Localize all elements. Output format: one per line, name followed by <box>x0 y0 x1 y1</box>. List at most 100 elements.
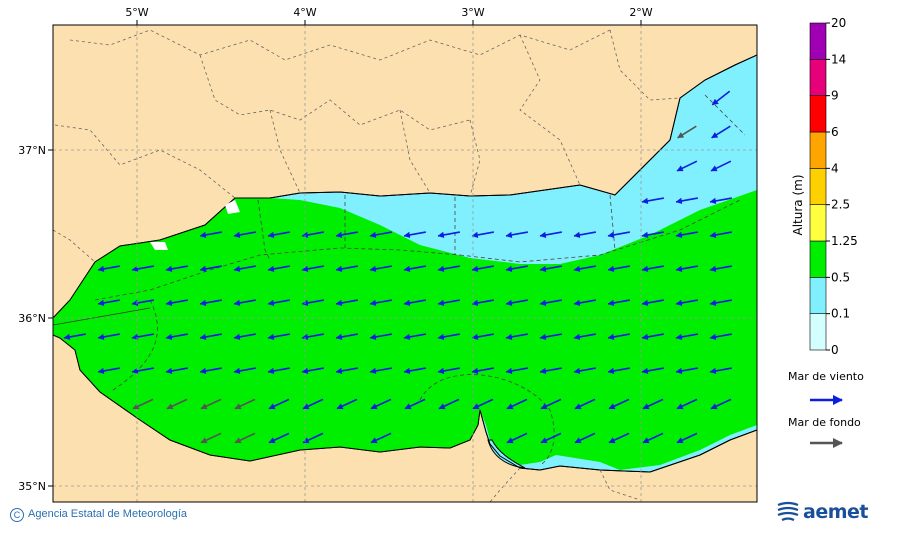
wind-sea-arrow <box>268 432 290 444</box>
swell-arrow <box>234 432 256 444</box>
agency-credit: C Agencia Estatal de Meteorología <box>10 508 187 522</box>
wind-sea-arrow <box>403 231 426 239</box>
wind-sea-arrow <box>370 432 392 444</box>
colorbar-swatch <box>809 95 827 133</box>
colorbar-swatch <box>809 313 827 351</box>
lon-tick-label: 2°W <box>629 6 652 19</box>
wind-sea-legend-label: Mar de viento <box>788 370 864 383</box>
wind-sea-arrow <box>709 265 732 273</box>
wind-sea-arrow <box>403 333 426 341</box>
wind-sea-arrow <box>505 265 528 273</box>
wind-sea-arrow <box>539 231 562 239</box>
wind-sea-arrow <box>233 333 256 341</box>
swell-legend-label: Mar de fondo <box>788 416 861 429</box>
colorbar-swatch <box>809 131 827 169</box>
wind-sea-arrow <box>233 231 256 239</box>
wind-sea-arrow <box>369 299 392 307</box>
wind-sea-arrow <box>199 299 222 307</box>
wind-sea-arrow <box>675 197 698 205</box>
melilla-coast <box>487 439 526 469</box>
wind-sea-arrow <box>607 231 630 239</box>
wind-sea-arrow <box>539 333 562 341</box>
copyright-icon: C <box>10 508 24 522</box>
north-coastline <box>53 54 757 319</box>
wind-sea-arrow <box>641 299 664 307</box>
wind-sea-arrow <box>437 299 460 307</box>
map-frame <box>52 24 758 503</box>
aemet-logo: aemet <box>776 499 868 525</box>
wind-sea-arrow <box>710 160 732 172</box>
wind-sea-arrow <box>607 367 630 375</box>
wind-sea-arrow <box>233 265 256 273</box>
wind-sea-arrow <box>641 367 664 375</box>
wind-sea-arrow <box>540 432 562 444</box>
wind-sea-arrow <box>472 398 494 410</box>
wind-sea-arrow <box>335 231 358 239</box>
wind-sea-arrow <box>437 265 460 273</box>
colorbar-level-label: 0.1 <box>831 307 850 321</box>
wind-sea-arrow <box>267 231 290 239</box>
wind-sea-arrow <box>403 367 426 375</box>
wind-sea-arrow <box>404 398 426 410</box>
wind-sea-arrow <box>642 398 664 410</box>
colorbar-level-label: 2.5 <box>831 198 850 212</box>
wind-sea-arrow <box>233 299 256 307</box>
colorbar-swatch <box>809 277 827 314</box>
wind-sea-arrow <box>506 398 528 410</box>
wind-sea-arrow <box>471 265 494 273</box>
wind-sea-arrow <box>539 299 562 307</box>
wind-sea-arrow <box>97 299 120 307</box>
wind-sea-arrow <box>608 432 630 444</box>
wind-sea-arrow <box>369 265 392 273</box>
wind-sea-arrow <box>97 367 120 375</box>
wind-sea-arrow <box>233 367 256 375</box>
wind-sea-arrow <box>403 299 426 307</box>
swell-arrow <box>132 398 154 410</box>
wind-sea-arrow <box>335 299 358 307</box>
wind-sea-arrow <box>711 90 731 106</box>
wind-sea-arrow <box>607 299 630 307</box>
wind-sea-arrow <box>675 265 698 273</box>
wind-sea-arrow <box>607 265 630 273</box>
wind-sea-arrow <box>574 432 596 444</box>
swell-arrow <box>166 398 188 410</box>
lat-tick-label: 36°N <box>18 312 46 325</box>
lon-tick-label: 3°W <box>461 6 484 19</box>
wind-sea-arrow <box>165 333 188 341</box>
wind-sea-arrow <box>302 398 324 410</box>
colorbar-swatch <box>809 59 827 96</box>
agency-credit-text: Agencia Estatal de Meteorología <box>28 508 187 520</box>
colorbar-title: Altura (m) <box>791 174 805 235</box>
wind-sea-arrow <box>369 367 392 375</box>
swell-arrow <box>234 398 256 410</box>
wind-sea-arrow <box>267 299 290 307</box>
wind-sea-arrow <box>301 265 324 273</box>
colorbar-level-label: 1.25 <box>831 234 858 248</box>
coastal-gap <box>150 242 168 250</box>
wind-sea-arrow <box>573 231 596 239</box>
coastal-gap <box>225 200 240 214</box>
wind-sea-arrow <box>63 333 86 341</box>
wind-sea-arrow <box>641 333 664 341</box>
wind-sea-arrow <box>97 333 120 341</box>
colorbar-level-label: 14 <box>831 52 846 66</box>
swell-arrow <box>200 398 222 410</box>
colorbar-level-label: 0.5 <box>831 270 850 284</box>
wave-direction-arrows <box>63 90 732 444</box>
swell-arrow <box>677 125 697 139</box>
wind-sea-arrow <box>438 398 460 410</box>
wind-sea-arrow <box>267 333 290 341</box>
wind-sea-arrow <box>539 265 562 273</box>
wind-sea-arrow <box>199 265 222 273</box>
wind-sea-arrow <box>301 231 324 239</box>
wind-sea-arrow <box>675 299 698 307</box>
wind-sea-arrow <box>165 367 188 375</box>
wind-sea-arrow <box>642 432 664 444</box>
wind-sea-arrow <box>268 398 290 410</box>
wind-sea-arrow <box>335 333 358 341</box>
wind-sea-arrow <box>165 299 188 307</box>
wind-sea-arrow <box>710 398 732 410</box>
wind-sea-arrow <box>471 333 494 341</box>
